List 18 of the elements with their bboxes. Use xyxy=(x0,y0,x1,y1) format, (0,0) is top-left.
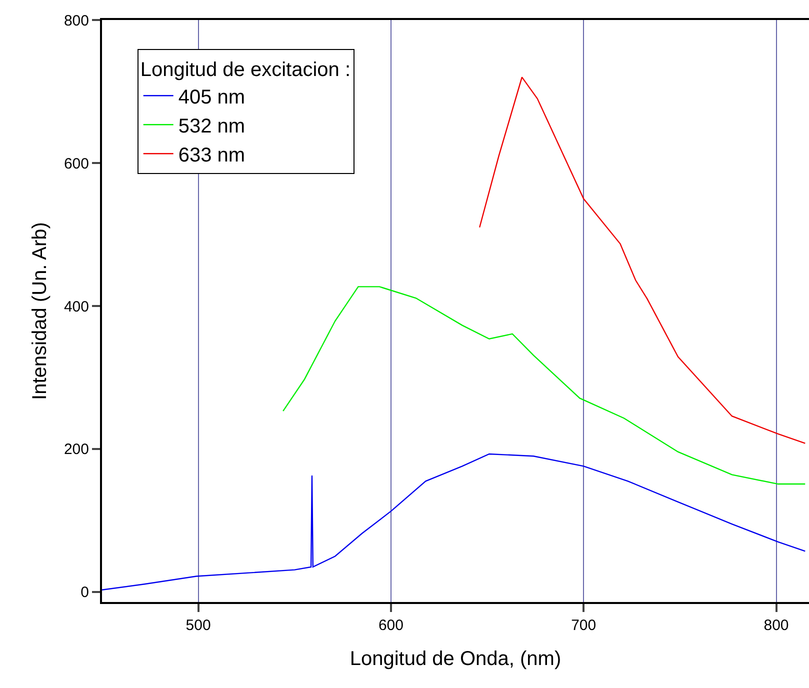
y-tick-label: 800 xyxy=(64,12,89,30)
y-tick-label: 400 xyxy=(64,298,89,316)
line-series xyxy=(478,76,806,444)
legend-label: 633 nm xyxy=(178,144,246,166)
y-tick-label: 0 xyxy=(80,584,89,602)
x-axis-title: Longitud de Onda, (nm) xyxy=(350,648,562,670)
x-tick-label: 800 xyxy=(764,617,789,634)
legend-label: 532 nm xyxy=(178,115,246,138)
y-tick-label: 600 xyxy=(64,155,89,172)
legend-label: 405 nm xyxy=(178,86,246,108)
line-series xyxy=(102,453,806,590)
x-tick-label: 700 xyxy=(571,617,596,634)
y-tick-label: 200 xyxy=(64,441,89,458)
x-tick-label: 500 xyxy=(186,617,211,634)
line-series xyxy=(282,286,806,485)
legend-title: Longitud de excitacion : xyxy=(140,59,351,82)
x-tick-label: 600 xyxy=(378,617,404,634)
y-axis-title: Intensidad (Un. Arb) xyxy=(28,222,51,400)
